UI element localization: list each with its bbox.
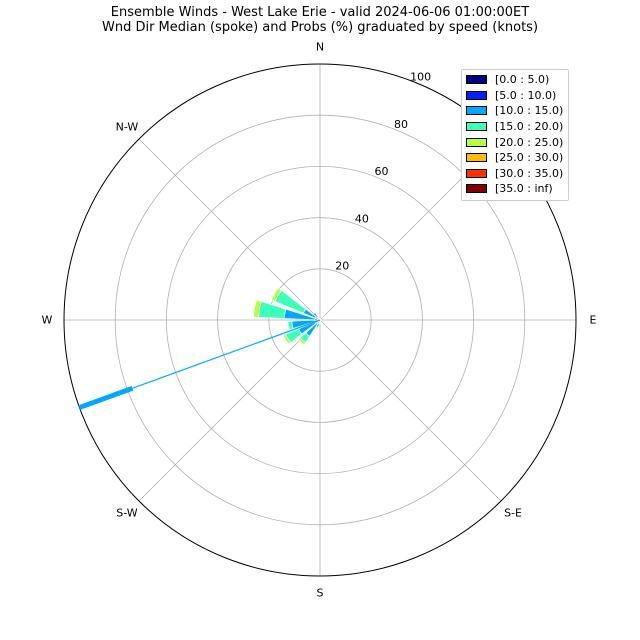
legend-item: [10.0 : 15.0) bbox=[466, 103, 564, 119]
chart-title: Ensemble Winds - West Lake Erie - valid … bbox=[110, 5, 530, 20]
direction-label-n: N bbox=[316, 41, 324, 54]
polar-frame bbox=[63, 63, 577, 577]
legend-label: [25.0 : 30.0) bbox=[495, 151, 564, 165]
sector-bar-340-bin-1 bbox=[318, 317, 321, 320]
legend-swatch bbox=[466, 122, 487, 132]
legend: [0.0 : 5.0) [5.0 : 10.0) [10.0 : 15.0) [15.… bbox=[461, 69, 569, 201]
legend-swatch bbox=[466, 106, 487, 116]
polar-grid bbox=[63, 63, 577, 577]
sector-bar-320-bin-2 bbox=[312, 312, 319, 318]
sector-bar-240-bin-4 bbox=[282, 333, 291, 345]
direction-label-e: E bbox=[590, 314, 597, 327]
grid-spoke-n-w bbox=[138, 138, 321, 321]
legend-item: [5.0 : 10.0) bbox=[466, 88, 564, 104]
legend-swatch bbox=[466, 75, 487, 85]
direction-label-n-w: N-W bbox=[116, 120, 139, 133]
legend-label: [35.0 : inf) bbox=[495, 182, 553, 196]
legend-item: [20.0 : 25.0) bbox=[466, 134, 564, 150]
grid-spoke-s-e bbox=[319, 319, 502, 502]
sector-bar-280-bin-4 bbox=[253, 299, 262, 318]
direction-label-s-w: S-W bbox=[116, 507, 138, 520]
legend-label: [10.0 : 15.0) bbox=[495, 104, 564, 118]
direction-label-s-e: S-E bbox=[504, 507, 522, 520]
legend-label: [20.0 : 25.0) bbox=[495, 135, 564, 149]
chart-subtitle: Wnd Dir Median (spoke) and Probs (%) gra… bbox=[101, 20, 539, 35]
radial-tick-100: 100 bbox=[410, 71, 431, 84]
legend-swatch bbox=[466, 153, 487, 163]
probability-bars bbox=[253, 287, 322, 346]
legend-swatch bbox=[466, 90, 487, 100]
legend-label: [30.0 : 35.0) bbox=[495, 166, 564, 180]
legend-swatch bbox=[466, 137, 487, 147]
legend-item: [30.0 : 35.0) bbox=[466, 166, 564, 182]
legend-label: [0.0 : 5.0) bbox=[495, 73, 550, 87]
median-spoke-head bbox=[78, 385, 134, 410]
grid-spoke-s-w bbox=[138, 319, 321, 502]
radial-tick-80: 80 bbox=[394, 118, 408, 131]
legend-label: [5.0 : 10.0) bbox=[495, 88, 557, 102]
sector-bar-260-bin-3 bbox=[287, 320, 294, 330]
sector-bar-140-bin-0 bbox=[319, 319, 322, 322]
legend-swatch bbox=[466, 168, 487, 178]
median-direction-spoke bbox=[78, 319, 321, 410]
legend-swatch bbox=[466, 184, 487, 194]
direction-label-s: S bbox=[317, 587, 324, 600]
legend-item: [35.0 : inf) bbox=[466, 181, 564, 197]
sector-bar-180-bin-2 bbox=[318, 322, 322, 326]
chart-title-block: Ensemble Winds - West Lake Erie - valid … bbox=[0, 5, 640, 35]
legend-item: [15.0 : 20.0) bbox=[466, 119, 564, 135]
sector-bar-200-bin-3 bbox=[315, 326, 319, 330]
radial-tick-40: 40 bbox=[355, 212, 369, 225]
radial-tick-20: 20 bbox=[335, 260, 349, 273]
radial-tick-60: 60 bbox=[374, 165, 388, 178]
sector-bar-300-bin-4 bbox=[271, 287, 282, 302]
legend-item: [25.0 : 30.0) bbox=[466, 150, 564, 166]
direction-label-w: W bbox=[42, 314, 53, 327]
legend-item: [0.0 : 5.0) bbox=[466, 72, 564, 88]
sector-bar-220-bin-4 bbox=[297, 337, 306, 346]
legend-label: [15.0 : 20.0) bbox=[495, 120, 564, 134]
